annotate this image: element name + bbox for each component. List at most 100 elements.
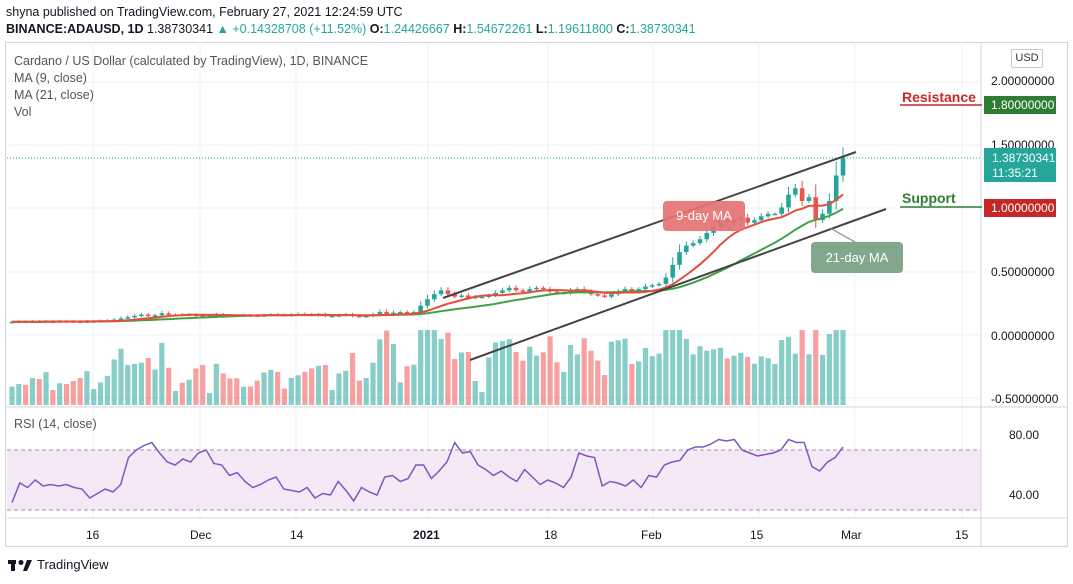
high-value: 1.54672261 (466, 22, 533, 36)
candle-body (377, 312, 383, 315)
candle-body (438, 290, 444, 295)
tradingview-footer[interactable]: TradingView (8, 557, 109, 572)
candle-body (609, 294, 614, 297)
candle-body (459, 295, 464, 297)
volume-bar (343, 370, 349, 405)
price-tick: 0.00000000 (991, 329, 1055, 343)
price-tick: 0.50000000 (991, 265, 1055, 279)
volume-bar (649, 356, 655, 405)
candle-body (479, 296, 485, 299)
time-tick: Mar (841, 528, 862, 542)
volume-bar (404, 366, 410, 405)
volume-bar (438, 339, 444, 405)
volume-bar (200, 365, 206, 405)
volume-bar (70, 381, 76, 405)
volume-bar (227, 378, 233, 405)
volume-bar (111, 359, 117, 405)
time-tick: 14 (290, 528, 304, 542)
volume-bar (234, 378, 240, 405)
volume-bar (506, 339, 512, 405)
candle-body (363, 315, 369, 318)
candle-body (500, 290, 505, 293)
volume-bar (819, 354, 826, 405)
volume-bar (50, 390, 56, 405)
candle-body (9, 321, 15, 324)
volume-bar (288, 377, 294, 405)
currency-button[interactable]: USD (1011, 49, 1043, 68)
candle-body (384, 312, 389, 315)
volume-bar (424, 330, 431, 405)
volume-bar (799, 330, 805, 405)
volume-bar (309, 368, 315, 405)
open-value: 1.24426667 (383, 22, 450, 36)
volume-bar (261, 372, 267, 405)
volume-bar (588, 350, 594, 405)
price-tick: -0.50000000 (991, 392, 1059, 406)
volume-bar (370, 362, 376, 405)
ohlc-line: BINANCE:ADAUSD, 1D 1.38730341 ▲ +0.14328… (6, 22, 696, 36)
candle-body (520, 290, 526, 292)
candle-body (772, 213, 778, 216)
time-tick: Feb (641, 528, 662, 542)
candle-body (697, 239, 703, 244)
volume-bar (792, 353, 798, 405)
volume-bar (758, 356, 764, 405)
time-tick: Dec (190, 528, 212, 542)
volume-bar (813, 330, 819, 405)
volume-bar (452, 359, 458, 405)
candle-body (629, 289, 635, 291)
volume-bar (411, 364, 417, 405)
volume-bar (533, 355, 540, 405)
volume-bar (465, 352, 471, 405)
volume-bar (132, 364, 138, 405)
ma21-pointer (829, 227, 856, 243)
volume-bar (574, 354, 580, 405)
volume-bar (785, 336, 792, 405)
candle-body (813, 197, 819, 221)
volume-bar (254, 380, 260, 405)
time-tick: 2021 (413, 528, 440, 542)
candle-body (622, 289, 628, 292)
volume-bar (152, 369, 158, 405)
volume-bar (527, 346, 533, 405)
candle-body (452, 294, 458, 297)
publisher-line: shyna published on TradingView.com, Febr… (6, 5, 403, 19)
candle-body (684, 245, 689, 253)
volume-bar (84, 371, 90, 405)
symbol-label: BINANCE:ADAUSD, 1D (6, 22, 144, 36)
rsi-tick: 80.00 (1009, 428, 1040, 442)
lower-channel-line (469, 208, 887, 361)
volume-bar (138, 362, 145, 405)
candle-body (391, 312, 396, 315)
volume-bar (704, 350, 710, 405)
candle-body (445, 290, 451, 295)
chart-frame (5, 42, 1068, 547)
volume-bar (595, 360, 601, 405)
volume-bar (561, 372, 567, 405)
candle-body (152, 315, 158, 317)
volume-bar (547, 336, 553, 405)
candle-body (125, 317, 131, 319)
volume-bar (329, 390, 335, 405)
volume-bar (745, 356, 751, 405)
time-tick: 16 (86, 528, 100, 542)
candle-body (595, 294, 601, 296)
volume-bar (738, 352, 744, 405)
candle-body (118, 318, 124, 320)
volume-bar (656, 353, 662, 405)
candle-body (404, 312, 410, 314)
volume-bar (724, 358, 730, 405)
volume-bar (513, 352, 519, 405)
candle-body (786, 194, 791, 208)
volume-bar (581, 338, 587, 405)
ma21-line (11, 207, 844, 323)
low-label: L: (535, 22, 548, 36)
candle-body (636, 289, 641, 291)
close-label: C: (616, 22, 630, 36)
candle-body (758, 216, 764, 221)
volume-bar (608, 341, 615, 405)
volume-bar (91, 389, 97, 405)
volume-bar (445, 332, 451, 405)
candle-body (779, 207, 784, 214)
